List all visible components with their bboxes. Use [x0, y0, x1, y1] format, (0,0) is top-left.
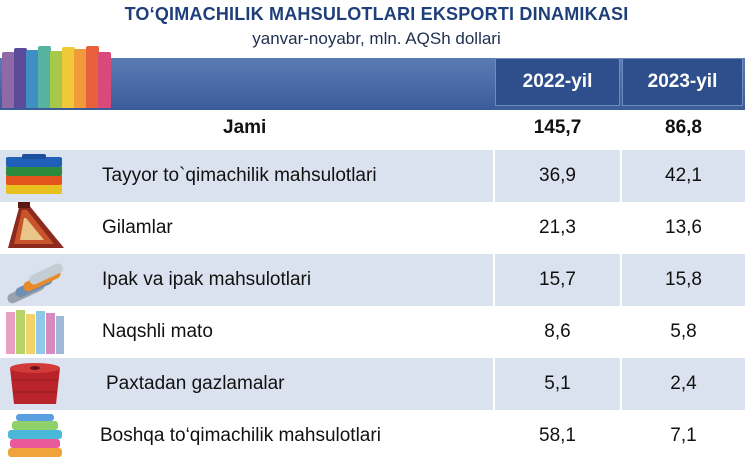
row-2022-value: 5,1	[544, 373, 571, 394]
folded-clothes-icon	[6, 154, 62, 194]
row-label: Gilamlar	[102, 217, 173, 238]
total-row: Jami 145,7 86,8	[0, 106, 745, 150]
column-separator	[620, 110, 622, 463]
row-2022-value: 58,1	[539, 425, 576, 446]
row-2023-value: 5,8	[670, 321, 697, 342]
column-separator	[493, 110, 495, 463]
header-band	[0, 58, 745, 110]
row-2023-value: 15,8	[665, 269, 702, 290]
stacked-towels-icon	[8, 414, 62, 457]
row-label: Boshqa to‘qimachilik mahsulotlari	[100, 425, 381, 446]
row-2022-value: 15,7	[539, 269, 576, 290]
row-2023-value: 7,1	[670, 425, 697, 446]
page-title: TO‘QIMACHILIK MAHSULOTLARI EKSPORTI DINA…	[124, 4, 629, 24]
row-2022-value: 21,3	[539, 217, 576, 238]
table-row: Tayyor to`qimachilik mahsulotlari 36,9 4…	[0, 150, 745, 202]
total-2023-value: 86,8	[665, 117, 702, 138]
table-row: Ipak va ipak mahsulotlari 15,7 15,8	[0, 254, 745, 306]
table-row: Boshqa to‘qimachilik mahsulotlari 58,1 7…	[0, 410, 745, 462]
row-label: Tayyor to`qimachilik mahsulotlari	[102, 165, 377, 186]
textile-rolls-photo	[0, 40, 120, 108]
row-2023-value: 42,1	[665, 165, 702, 186]
carpet-icon	[8, 202, 64, 248]
row-2023-value: 2,4	[670, 373, 697, 394]
total-label: Jami	[223, 117, 267, 138]
patterned-fabric-icon	[6, 310, 64, 354]
page-subtitle: yanvar-noyabr, mln. AQSh dollari	[252, 29, 501, 48]
row-label: Naqshli mato	[102, 321, 213, 342]
cotton-yarn-spool-icon	[10, 363, 60, 404]
table-row: Paxtadan gazlamalar 5,1 2,4	[0, 358, 745, 410]
table-row: Gilamlar 21,3 13,6	[0, 202, 745, 254]
silk-rolls-icon	[7, 263, 63, 304]
row-2022-value: 8,6	[544, 321, 571, 342]
column-header-2023: 2023-yil	[622, 58, 743, 106]
table-row: Naqshli mato 8,6 5,8	[0, 306, 745, 358]
row-2023-value: 13,6	[665, 217, 702, 238]
total-2022-value: 145,7	[533, 117, 582, 138]
row-2022-value: 36,9	[539, 165, 576, 186]
row-label: Ipak va ipak mahsulotlari	[102, 269, 312, 290]
column-header-2022: 2022-yil	[495, 58, 620, 106]
row-label: Paxtadan gazlamalar	[106, 373, 285, 394]
